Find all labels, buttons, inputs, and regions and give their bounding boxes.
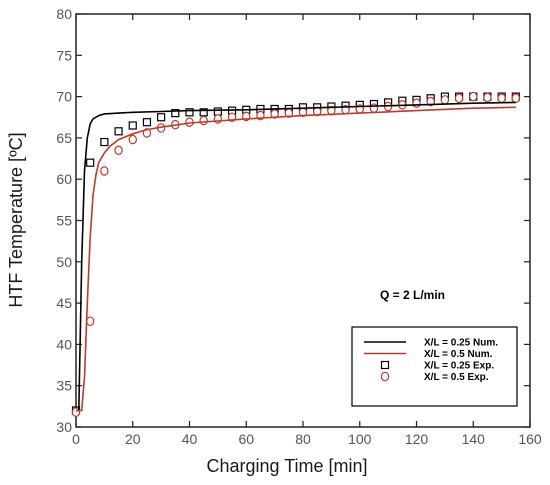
x-tick-label: 140 (462, 431, 486, 447)
series-layer (71, 91, 521, 417)
data-point (440, 95, 450, 105)
data-point (469, 91, 478, 102)
legend-label: X/L = 0.25 Exp. (424, 361, 494, 372)
annotation-flow-rate: Q = 2 L/min (380, 288, 445, 302)
y-tick-label: 75 (56, 47, 72, 63)
x-tick-label: 0 (72, 431, 80, 447)
legend-label: X/L = 0.5 Exp. (424, 372, 489, 383)
legend-swatch-marker (380, 360, 390, 370)
legend: X/L = 0.25 Num.X/L = 0.5 Num.X/L = 0.25 … (351, 326, 518, 407)
axis-ticks: 0 20 40 60 80 100 120 140 160 30 35 40 45 50 55 60 65 70 7… (56, 6, 541, 447)
y-tick-label: 60 (56, 171, 72, 187)
data-point (114, 145, 123, 156)
data-point (142, 118, 152, 127)
data-point (86, 158, 95, 167)
data-point (497, 93, 506, 104)
y-tick-label: 65 (56, 130, 72, 146)
series-line-1 (76, 101, 516, 412)
series-line-2 (76, 106, 516, 412)
y-tick-label: 40 (56, 336, 72, 352)
y-tick-label: 80 (56, 6, 72, 22)
legend-swatch-marker (380, 371, 390, 382)
data-point (157, 113, 166, 122)
x-tick-label: 120 (405, 431, 429, 447)
x-tick-label: 60 (238, 431, 254, 447)
x-axis-title: Charging Time [min] (206, 456, 367, 476)
data-point (171, 109, 180, 118)
x-tick-label: 20 (125, 431, 141, 447)
y-axis-title: HTF Temperature [ºC] (6, 132, 26, 307)
data-point (454, 93, 464, 104)
x-tick-label: 40 (182, 431, 198, 447)
data-point (114, 127, 123, 136)
y-tick-label: 50 (56, 254, 72, 270)
data-point (483, 92, 492, 103)
legend-label: X/L = 0.25 Num. (424, 338, 498, 349)
x-tick-label: 80 (295, 431, 311, 447)
x-tick-label: 160 (518, 431, 542, 447)
data-point (100, 166, 109, 176)
y-tick-label: 35 (56, 378, 72, 394)
x-tick-label: 100 (348, 431, 372, 447)
data-point (128, 134, 137, 145)
y-tick-label: 70 (56, 89, 72, 105)
y-tick-label: 55 (56, 213, 72, 229)
data-point (185, 108, 194, 117)
data-point (412, 98, 421, 109)
y-tick-label: 45 (56, 295, 72, 311)
data-point (128, 121, 137, 130)
data-point (85, 316, 95, 327)
y-tick-label: 30 (56, 419, 72, 435)
legend-box (351, 326, 518, 407)
data-point (213, 107, 222, 116)
legend-label: X/L = 0.5 Num. (424, 349, 493, 360)
data-point (100, 137, 109, 147)
data-point (199, 115, 208, 126)
data-point (369, 103, 379, 113)
data-point (511, 93, 521, 104)
